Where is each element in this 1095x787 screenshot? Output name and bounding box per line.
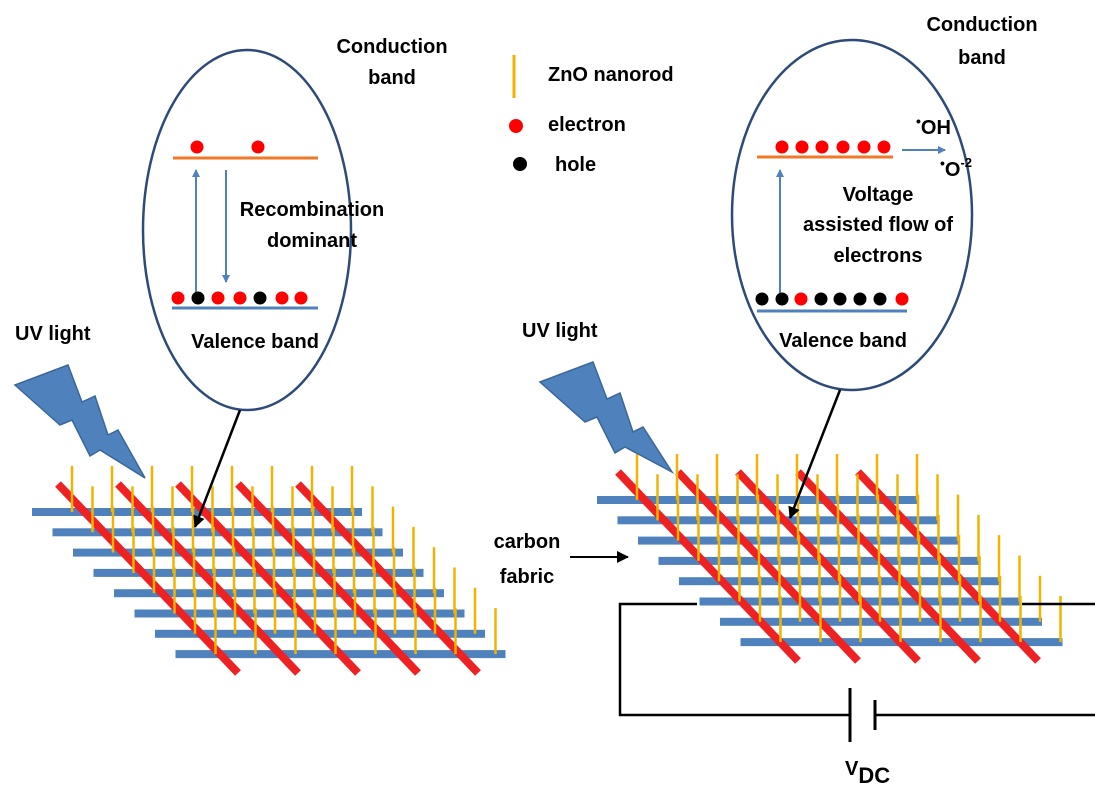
fiber [675,469,861,664]
radical: • [940,155,945,171]
callout-arrow [788,389,842,519]
label-line: Conduction [926,14,1037,36]
species-label: •OH [916,113,951,139]
electron [795,140,809,154]
hole [814,292,828,306]
legend-label: electron [548,114,626,136]
subscript: DC [858,763,890,787]
fiber [52,528,383,537]
radical: • [916,113,921,129]
electron [190,140,204,154]
electron [294,291,308,305]
zoom-circle [730,38,974,392]
label-line: Recombination [240,199,384,221]
lightning-bolt [538,361,675,475]
fiber [115,481,301,676]
species-label: •O-2 [940,155,972,181]
electron [251,140,265,154]
label-line: electrons [834,245,923,267]
callout-arrow [193,409,242,528]
hole [853,292,867,306]
wire [618,602,850,717]
symbol: V [845,758,859,780]
voltage-label: VDC [845,758,890,787]
hole [833,292,847,306]
formula: O [945,159,961,181]
electron [233,291,247,305]
label-line: dominant [267,230,357,252]
legend-label: ZnO nanorod [548,64,674,86]
label-line: fabric [500,566,554,588]
label-line: band [958,47,1006,69]
legend-label: hole [555,154,596,176]
label-line: assisted flow of [803,214,953,236]
shapes [32,454,1063,676]
conduction-band-label: Conduction band [926,14,1037,69]
legend-electron [509,119,523,133]
charge: -2 [960,155,972,170]
light-label: UV light [15,323,91,345]
label-line: Conduction [336,36,447,58]
carbon-fabric [32,466,506,676]
electron [775,140,789,154]
electron [275,291,289,305]
valence-band-label: Valence band [191,331,319,353]
fiber [735,469,921,664]
fiber [55,481,241,676]
electron [895,292,909,306]
fiber [175,481,361,676]
electron [836,140,850,154]
hole [873,292,887,306]
lightning-bolt [13,364,146,479]
light-label: UV light [522,320,598,342]
label-line: band [368,67,416,89]
fiber [235,481,421,676]
label-line: carbon [494,531,561,553]
conduction-band-label: Conduction band [336,36,447,89]
electron [211,291,225,305]
fiber [32,508,362,516]
zoom-circle [141,48,353,412]
label-line: Voltage [843,184,914,206]
annotation: Voltage assisted flow of electrons [803,184,953,267]
electron [171,291,185,305]
fiber [295,481,481,676]
electron [815,140,829,154]
electron [794,292,808,306]
annotation: Recombination dominant [240,199,384,252]
formula: OH [921,117,951,139]
fiber [855,469,1041,664]
electron [857,140,871,154]
carbon-fabric [597,454,1063,664]
legend-hole [513,157,527,171]
hole [775,292,789,306]
hole [191,291,205,305]
fiber [795,469,981,664]
hole [755,292,769,306]
electron [877,140,891,154]
substrate-label: carbon fabric [494,531,561,588]
fiber [615,469,801,664]
hole [253,291,267,305]
valence-band-label: Valence band [779,330,907,352]
